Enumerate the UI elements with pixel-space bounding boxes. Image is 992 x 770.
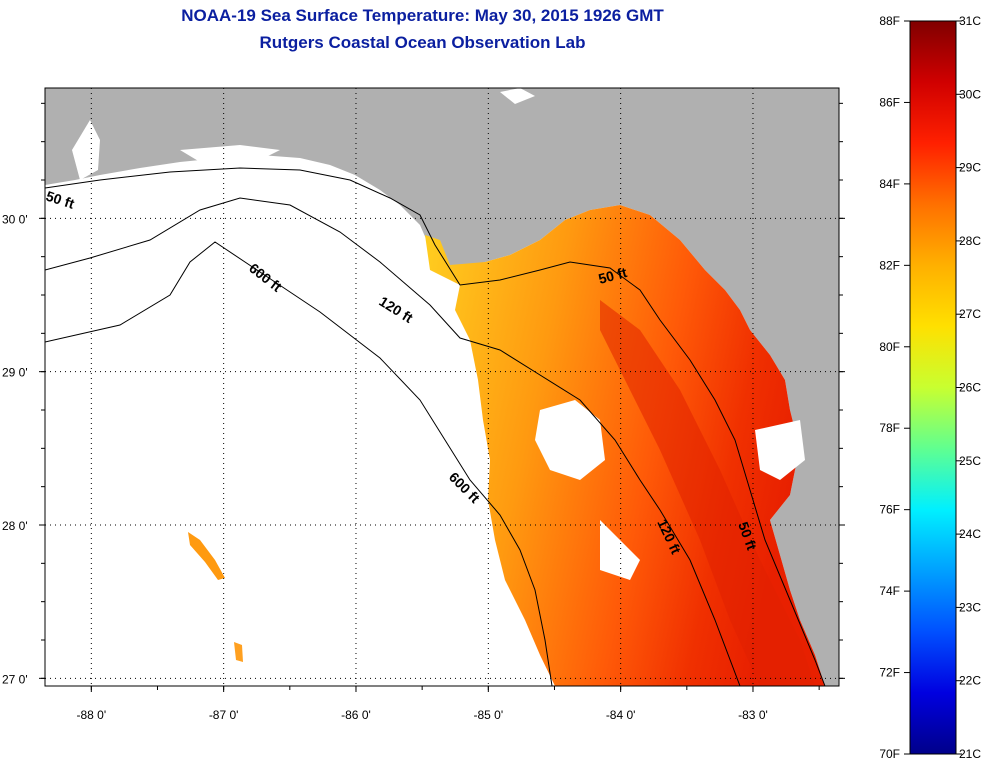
colorbar-c-label: 29C [959, 161, 981, 175]
lon-tick-label: -83 0' [738, 708, 768, 722]
land-mass [45, 88, 839, 686]
colorbar-f-label: 82F [879, 258, 900, 272]
bay-water [72, 120, 100, 180]
contour-50ft [45, 167, 826, 686]
bay-water [500, 88, 535, 104]
lat-tick-label: 29 0' [2, 366, 28, 380]
colorbar-c-label: 26C [959, 381, 981, 395]
colorbar-f-label: 84F [879, 177, 900, 191]
cloud-gap [600, 520, 640, 580]
colorbar-f-label: 88F [879, 14, 900, 28]
colorbar-f-label: 70F [879, 747, 900, 761]
contour-600ft [45, 241, 553, 686]
colorbar-labels: 88F 86F 84F 82F 80F 78F 76F 74F 72F 70F 31C 30C 29C 2… [879, 14, 981, 761]
colorbar-bar [909, 20, 957, 755]
lon-tick-label: -87 0' [209, 708, 239, 722]
sst-patch [234, 642, 243, 662]
contour-120ft [45, 197, 741, 686]
lat-tick-label: 28 0' [2, 519, 28, 533]
colorbar-c-label: 28C [959, 234, 981, 248]
colorbar-c-label: 23C [959, 600, 981, 614]
colorbar-f-label: 74F [879, 584, 900, 598]
lon-tick-label: -85 0' [473, 708, 503, 722]
cloud-gap [755, 420, 805, 480]
colorbar-f-label: 86F [879, 95, 900, 109]
colorbar-f-label: 78F [879, 421, 900, 435]
colorbar-f-label: 72F [879, 666, 900, 680]
colorbar-c-label: 22C [959, 674, 981, 688]
sst-patch [188, 532, 225, 580]
colorbar-f-label: 76F [879, 503, 900, 517]
lon-tick-label: -88 0' [76, 708, 106, 722]
colorbar-c-label: 25C [959, 454, 981, 468]
lon-tick-label: -86 0' [341, 708, 371, 722]
cloud-gap [535, 400, 605, 480]
lat-tick-label: 30 0' [2, 212, 28, 226]
lon-tick-label: -84 0' [606, 708, 636, 722]
sst-hot-core [600, 300, 815, 686]
contour-label: 50 ft [597, 264, 629, 287]
colorbar-c-label: 31C [959, 14, 981, 28]
map-title: NOAA-19 Sea Surface Temperature: May 30,… [181, 6, 664, 25]
colorbar-c-label: 24C [959, 527, 981, 541]
colorbar-c-label: 30C [959, 87, 981, 101]
bay-water [180, 145, 280, 162]
colorbar-c-label: 27C [959, 307, 981, 321]
lat-tick-label: 27 0' [2, 672, 28, 686]
colorbar-f-label: 80F [879, 340, 900, 354]
map-axes: -88 0' -87 0' -86 0' -85 0' -84 0' -83 0' 30 0… [2, 102, 845, 722]
map-subtitle: Rutgers Coastal Ocean Observation Lab [259, 33, 586, 52]
colorbar-c-label: 21C [959, 747, 981, 761]
